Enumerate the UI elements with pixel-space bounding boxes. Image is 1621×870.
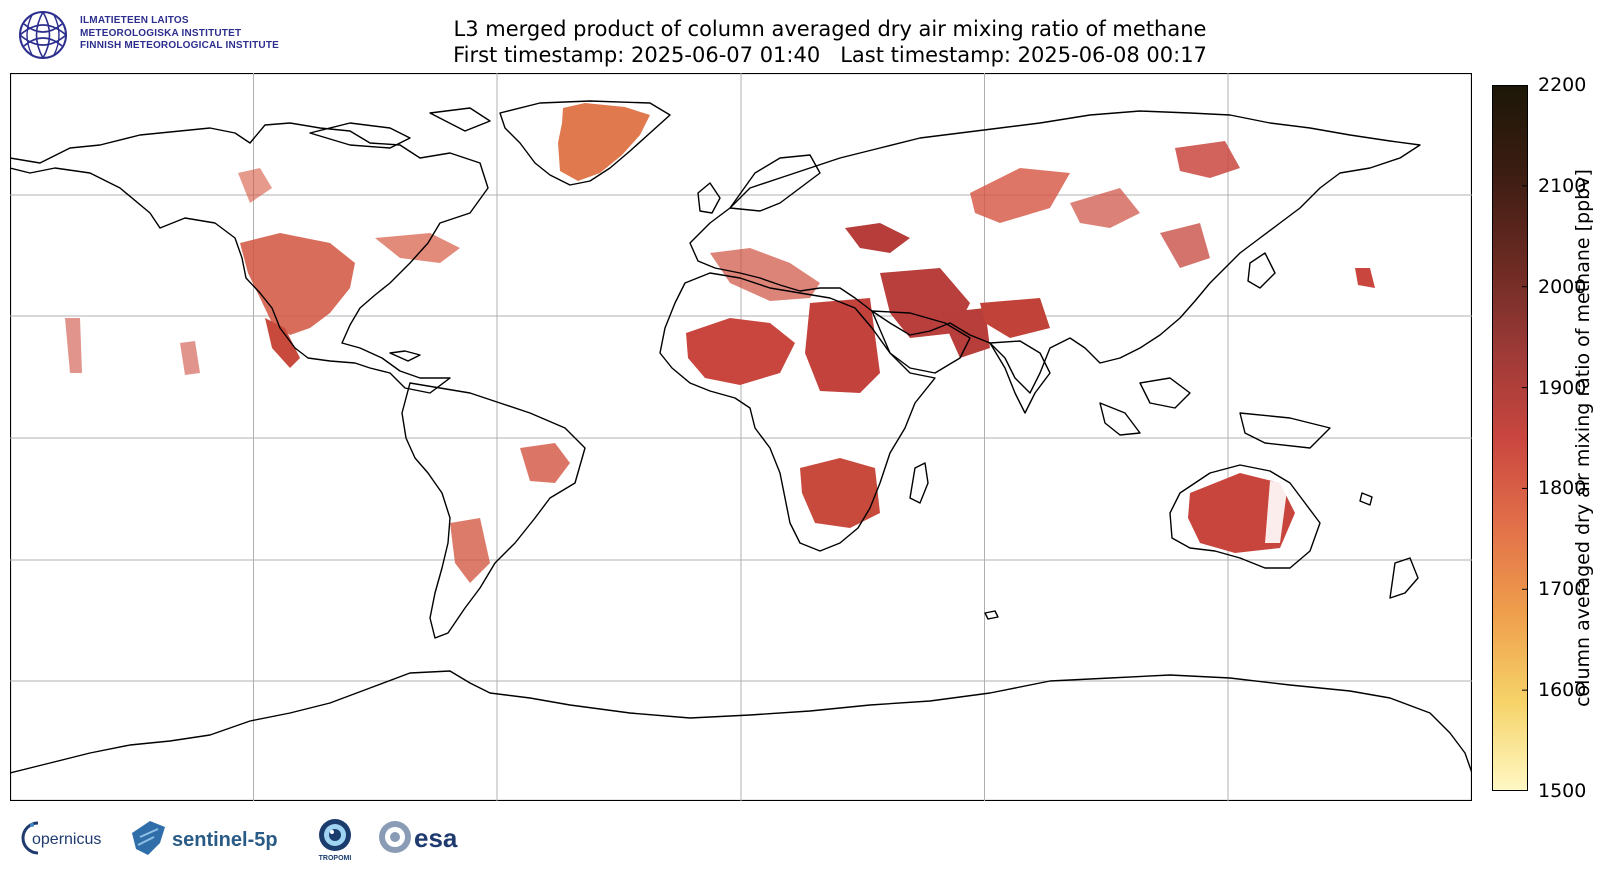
partner-logos: opernicus sentinel-5p TROPOMI esa	[20, 815, 520, 865]
data-siberia	[1175, 141, 1240, 178]
sentinel-logo: sentinel-5p	[132, 821, 278, 855]
institute-name-en: FINNISH METEOROLOGICAL INSTITUTE	[80, 40, 279, 51]
methane-data-layer	[65, 103, 1375, 583]
esa-logo: esa	[379, 821, 458, 853]
data-west-africa	[686, 318, 795, 385]
data-mediterranean	[710, 248, 820, 301]
footer-logo-strip: opernicus sentinel-5p TROPOMI esa	[21, 819, 458, 862]
data-argentina	[450, 518, 490, 583]
copernicus-text: opernicus	[32, 831, 101, 848]
colorbar-tick-label: 2000	[1538, 275, 1587, 298]
coast-greenland	[499, 100, 671, 186]
colorbar-tick-label: 1500	[1538, 780, 1587, 802]
coast-kerguelen	[984, 610, 999, 620]
coast-madagascar	[909, 462, 929, 504]
colorbar-tick-label: 1700	[1538, 578, 1587, 601]
coast-antarctica	[10, 670, 1472, 774]
coast-new-zealand	[1389, 557, 1419, 599]
tropomi-text: TROPOMI	[319, 855, 352, 862]
colorbar-tick-label: 1800	[1538, 477, 1587, 500]
data-brazil	[520, 443, 570, 483]
colorbar-tick-label: 2200	[1538, 74, 1587, 96]
coast-south-america	[401, 382, 586, 639]
colorbar-ticks	[1522, 85, 1528, 791]
data-central-asia	[970, 168, 1070, 223]
coast-sumatra	[1099, 402, 1141, 436]
coast-new-guinea	[1239, 412, 1331, 449]
fmi-logo	[18, 10, 318, 62]
coast-north-america	[10, 122, 489, 394]
coast-uk	[697, 182, 721, 214]
data-greenland	[558, 103, 650, 181]
coast-pacific-island	[1359, 492, 1373, 506]
coast-africa	[659, 272, 936, 552]
data-north-america-west	[240, 233, 355, 335]
data-pacific-patch	[1355, 268, 1375, 288]
data-mongolia	[1070, 188, 1140, 228]
colorbar	[1492, 85, 1528, 791]
data-southern-africa	[800, 458, 880, 528]
coast-scandinavia	[729, 154, 821, 212]
title-line-2: First timestamp: 2025-06-07 01:40 Last t…	[453, 43, 1207, 67]
data-arabian-peninsula	[940, 308, 990, 358]
data-hawaii-strip	[65, 318, 82, 373]
colorbar-tick-label: 1600	[1538, 679, 1587, 702]
coast-australia	[1169, 464, 1321, 569]
data-south-asia	[980, 298, 1050, 338]
map-title: L3 merged product of column averaged dry…	[300, 16, 1360, 68]
coast-borneo	[1139, 377, 1191, 409]
coastlines	[10, 100, 1472, 774]
colorbar-gradient	[1492, 85, 1528, 791]
data-alaska	[238, 168, 272, 203]
coast-japan	[1247, 252, 1276, 289]
colorbar-tick-label: 2100	[1538, 174, 1587, 197]
institute-name-fi: ILMATIETEEN LAITOS	[80, 15, 189, 26]
copernicus-logo: opernicus	[21, 821, 101, 855]
tropomi-logo: TROPOMI	[319, 819, 352, 862]
data-gap-australia	[1265, 481, 1288, 543]
colorbar-label: column averaged dry air mixing ratio of …	[1572, 169, 1594, 707]
sentinel-satellite-icon	[132, 821, 165, 855]
data-china	[1160, 223, 1210, 268]
world-map	[10, 73, 1472, 801]
coast-arctic-islands	[309, 122, 411, 149]
institute-name-sv: METEOROLOGISKA INSTITUTET	[80, 27, 242, 39]
data-mexico	[265, 318, 300, 368]
fmi-institute-name: ILMATIETEEN LAITOS METEOROLOGISKA INSTIT…	[80, 15, 279, 53]
coast-arabia	[871, 310, 971, 374]
fmi-globe-icon	[19, 11, 68, 59]
data-pacific-strip	[180, 341, 200, 375]
title-line-1: L3 merged product of column averaged dry…	[453, 17, 1207, 41]
coast-ellesmere	[429, 107, 491, 132]
esa-text: esa	[414, 823, 458, 853]
coast-india	[989, 340, 1051, 414]
data-black-sea-region	[845, 223, 910, 253]
data-north-america-central	[375, 233, 460, 263]
data-sahara	[805, 298, 880, 393]
coast-cuba	[389, 350, 421, 362]
colorbar-tick-label: 1900	[1538, 376, 1587, 399]
sentinel-text: sentinel-5p	[172, 829, 278, 851]
